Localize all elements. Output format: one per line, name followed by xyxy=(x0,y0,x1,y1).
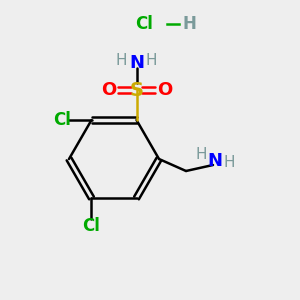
Text: H: H xyxy=(195,147,207,162)
Text: N: N xyxy=(207,152,222,170)
Text: N: N xyxy=(129,54,144,72)
Text: O: O xyxy=(157,81,172,99)
Text: H: H xyxy=(116,52,127,68)
Text: H: H xyxy=(146,52,157,68)
Text: Cl: Cl xyxy=(53,111,71,129)
Text: S: S xyxy=(130,80,143,100)
Text: H: H xyxy=(182,15,196,33)
Text: Cl: Cl xyxy=(82,217,100,235)
Text: O: O xyxy=(101,81,116,99)
Text: Cl: Cl xyxy=(135,15,153,33)
Text: H: H xyxy=(224,155,235,170)
